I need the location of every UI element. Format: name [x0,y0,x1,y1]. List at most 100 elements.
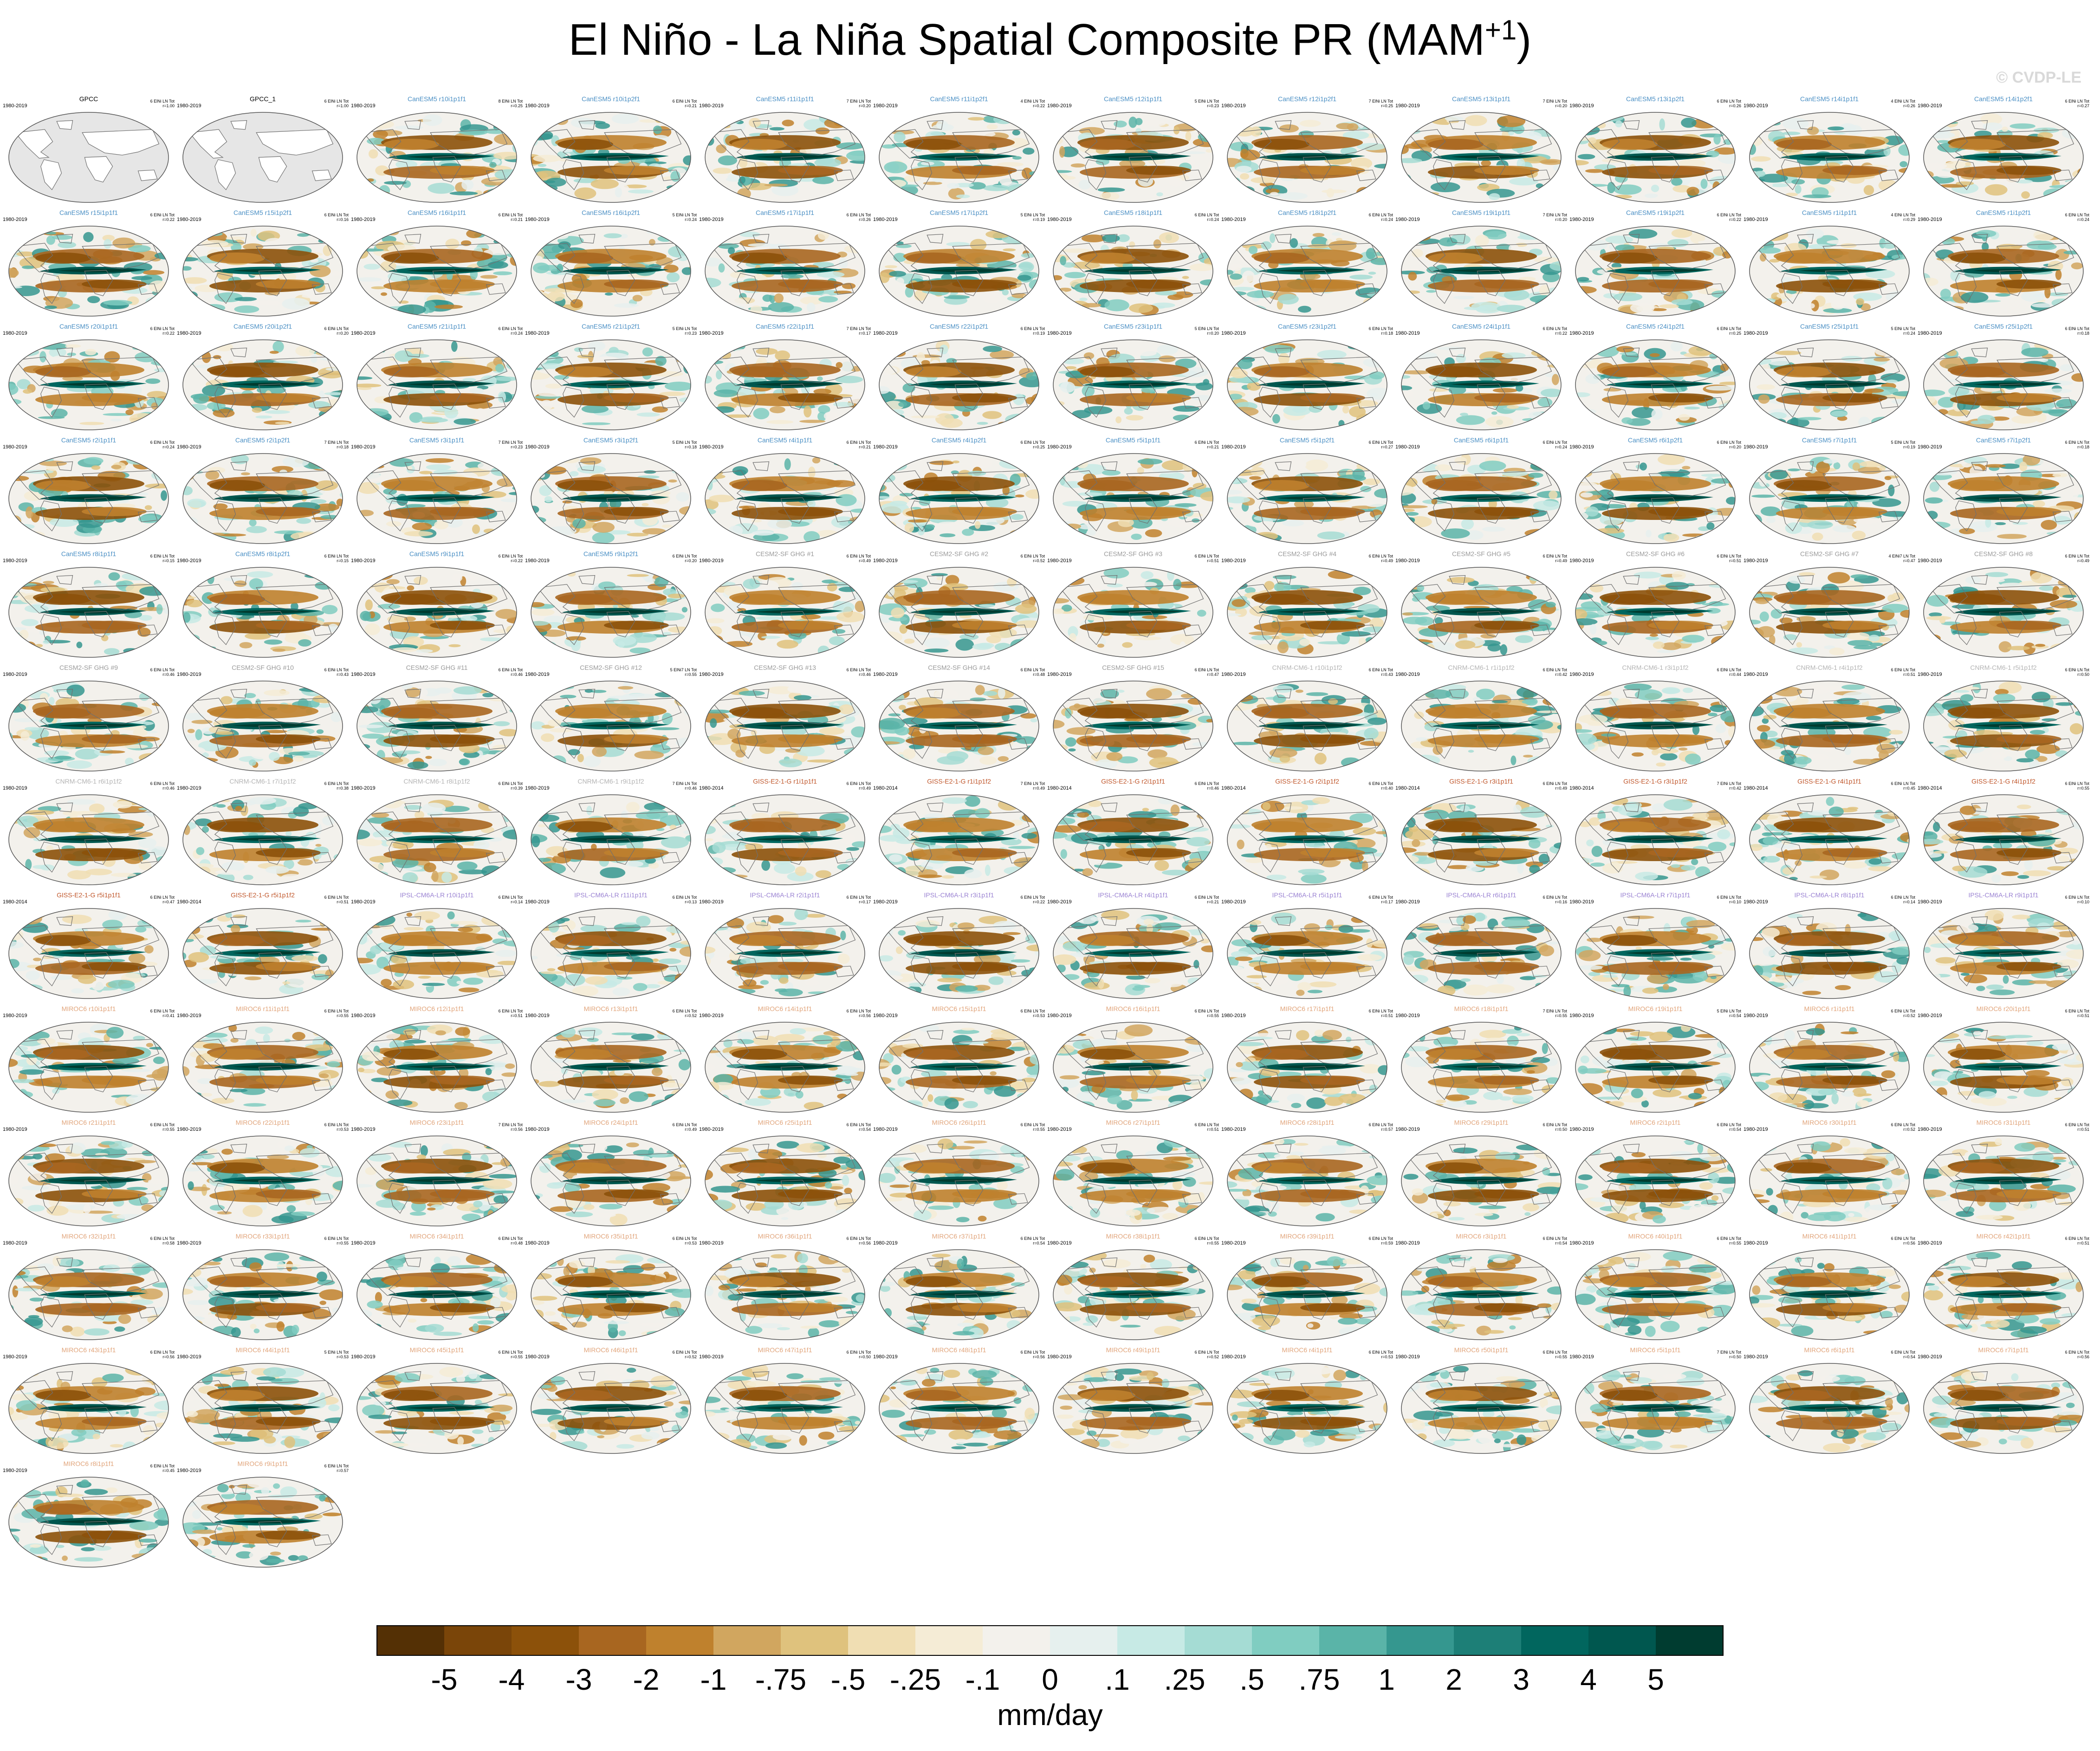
map-svg [1749,453,1910,544]
anomaly-patch [142,270,165,275]
anomaly-patch [318,406,343,413]
anomaly-patch [1401,640,1409,648]
anomaly-patch [1251,177,1277,183]
anomaly-patch [1758,394,1770,404]
anomaly-patch [297,233,309,237]
continent-outline [1971,120,1988,130]
anomaly-patch [682,290,691,294]
panel-title: CanESM5 r15i1p2f1 [233,209,292,216]
dry-anomaly-band [35,594,91,605]
figure-title-text: El Niño - La Niña Spatial Composite PR (… [568,15,1485,65]
anomaly-patch [812,176,834,184]
anomaly-patch [643,604,652,608]
anomaly-patch [1659,118,1665,130]
dry-anomaly-band [557,366,613,377]
anomaly-patch [357,482,379,494]
dry-anomaly-band [557,480,613,491]
anomaly-patch [1751,494,1776,498]
anomaly-patch [1775,350,1802,355]
panel-years: 1980-2019 [3,331,27,336]
anomaly-patch [1536,183,1543,188]
map-svg [1575,567,1736,658]
continent-outline [430,243,508,269]
anomaly-patch [1406,295,1417,306]
panel-title: CanESM5 r14i1p1f1 [1800,95,1859,103]
anomaly-patch [1136,350,1157,357]
map-panel: CESM2-SF GHG #5 1980-2019 6 ElNi LN Tot r=… [1394,550,1568,661]
anomaly-patch [452,573,462,582]
anomaly-patch [1363,297,1385,309]
anomaly-patch [8,415,22,422]
anomaly-patch [879,520,897,532]
anomaly-patch [1575,120,1581,130]
panel-stats: 6 ElNi LN Tot r=0.49 [1543,554,1567,563]
anomaly-patch [543,642,557,651]
anomaly-patch [668,593,685,598]
anomaly-patch [1679,414,1690,421]
anomaly-patch [1374,530,1387,538]
anomaly-patch [1279,192,1308,200]
anomaly-patch [2066,186,2084,192]
anomaly-patch [2055,269,2062,280]
panel-stats: 5 ElNi LN Tot r=0.20 [1194,326,1219,336]
anomaly-patch [1684,406,1700,410]
map-svg [531,226,691,317]
anomaly-patch [1481,160,1491,167]
anomaly-patch [1858,467,1883,474]
anomaly-patch [1749,124,1763,129]
dry-anomaly-band [732,594,787,605]
anomaly-patch [603,233,622,239]
dry-anomaly-band [1300,166,1365,175]
anomaly-patch [1756,384,1775,390]
anomaly-patch [718,305,745,311]
anomaly-patch [1188,189,1208,196]
map-frame [182,226,343,317]
anomaly-patch [1874,422,1896,426]
panel-years: 1980-2019 [1918,217,1942,222]
dry-anomaly-band [906,139,961,150]
anomaly-patch [885,574,906,586]
dry-anomaly-band [604,166,669,175]
continent-outline [1797,120,1814,130]
dry-anomaly-band [778,279,843,289]
continent-outline [486,169,506,182]
anomaly-patch [44,305,57,309]
anomaly-patch [249,519,257,526]
anomaly-patch [879,245,885,254]
anomaly-patch [1557,343,1562,354]
anomaly-patch [1934,168,1957,178]
anomaly-patch [1206,640,1213,643]
anomaly-patch [46,235,55,245]
anomaly-patch [2021,347,2048,357]
continent-outline [1275,233,1292,244]
anomaly-patch [739,231,760,237]
anomaly-patch [1195,382,1213,390]
anomaly-patch [2065,530,2074,538]
map-svg [356,453,517,544]
map-svg [531,453,691,544]
anomaly-patch [1985,184,2008,196]
anomaly-patch [356,636,366,643]
anomaly-patch [1506,405,1519,409]
anomaly-patch [1246,290,1274,298]
anomaly-patch [1926,115,1935,126]
anomaly-patch [825,570,855,577]
dry-anomaly-band [1602,139,1658,150]
anomaly-patch [1585,506,1599,517]
anomaly-patch [968,182,986,190]
map-panel: CanESM5 r4i1p2f1 1980-2019 6 ElNi LN Tot r… [872,436,1046,548]
anomaly-patch [495,363,504,373]
dry-anomaly-band [778,166,843,175]
dry-anomaly-band [383,480,439,491]
anomaly-patch [1282,519,1304,527]
anomaly-patch [1888,484,1895,497]
anomaly-patch [1689,460,1708,470]
anomaly-patch [1429,388,1449,392]
dry-anomaly-band [906,480,961,491]
dry-anomaly-band [1300,279,1365,289]
anomaly-patch [1475,234,1489,246]
anomaly-patch [2071,262,2083,270]
continent-outline [214,159,236,190]
anomaly-patch [944,295,970,299]
anomaly-patch [1240,149,1249,158]
